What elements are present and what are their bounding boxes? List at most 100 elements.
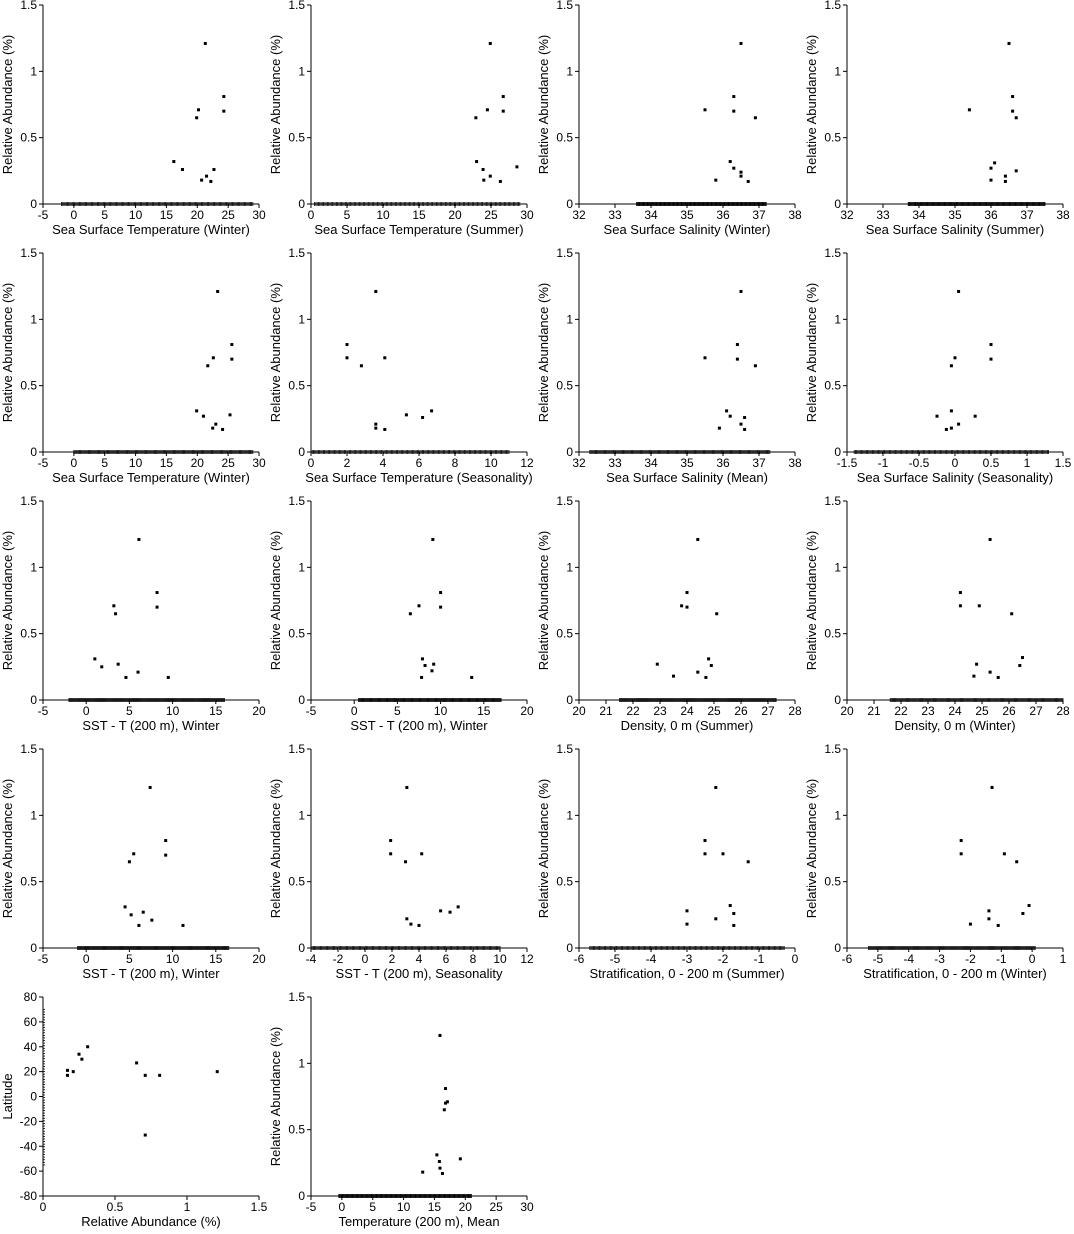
- y-tick-label: 1.5: [20, 0, 37, 12]
- y-tick-label: 1.5: [20, 246, 37, 260]
- y-tick-label: 0: [30, 941, 37, 955]
- x-tick-label: 20: [252, 704, 266, 718]
- y-axis-label: Latitude: [0, 1073, 15, 1119]
- data-point: [470, 675, 474, 679]
- x-tick-label: -4: [306, 952, 317, 966]
- data-point: [968, 922, 972, 926]
- data-point: [707, 657, 711, 661]
- data-point: [703, 852, 707, 856]
- y-tick-label: -40: [20, 1139, 38, 1153]
- y-tick-label: 1.5: [20, 494, 37, 508]
- data-point: [728, 904, 732, 908]
- data-point: [431, 537, 435, 541]
- x-tick-label: 20: [191, 456, 205, 470]
- x-tick-label: 5: [126, 952, 133, 966]
- data-point: [746, 860, 750, 864]
- y-axis-label: Relative Abundance (%): [536, 531, 551, 670]
- x-tick-label: 35: [680, 208, 694, 222]
- x-tick-label: 25: [707, 704, 721, 718]
- x-tick-label: 8: [470, 952, 477, 966]
- data-point: [155, 605, 159, 609]
- y-tick-label: 0.5: [288, 379, 305, 393]
- data-point: [345, 343, 349, 347]
- x-axis-label: Density, 0 m (Winter): [894, 718, 1015, 733]
- x-tick-label: -5: [306, 1200, 317, 1214]
- data-point: [715, 612, 719, 616]
- data-point: [498, 179, 502, 183]
- data-point: [488, 174, 492, 178]
- x-tick-label: 0: [71, 208, 78, 222]
- y-tick-label: 0.5: [556, 379, 573, 393]
- data-point: [209, 179, 213, 183]
- x-tick-label: -3: [682, 952, 693, 966]
- data-point: [439, 909, 443, 913]
- data-point: [216, 289, 220, 293]
- x-tick-label: 30: [252, 456, 266, 470]
- x-tick-label: 5: [101, 456, 108, 470]
- y-tick-label: 1: [834, 808, 841, 822]
- data-point: [732, 109, 736, 113]
- y-tick-label: 0.5: [556, 131, 573, 145]
- x-tick-label: 0: [83, 704, 90, 718]
- y-tick-label: 1: [566, 64, 573, 78]
- x-axis-label: Sea Surface Temperature (Summer): [314, 222, 523, 237]
- x-tick-label: 25: [484, 208, 498, 222]
- x-tick-label: 30: [520, 208, 534, 222]
- data-point: [515, 165, 519, 169]
- data-point: [696, 670, 700, 674]
- data-point: [345, 356, 349, 360]
- data-point: [404, 413, 408, 417]
- x-tick-label: 25: [489, 1200, 503, 1214]
- data-point: [709, 664, 713, 668]
- x-tick-label: 27: [1029, 704, 1043, 718]
- data-point: [988, 670, 992, 674]
- data-point: [389, 839, 393, 843]
- data-point: [725, 409, 729, 413]
- data-point: [475, 160, 479, 164]
- x-tick-label: 1.5: [1055, 456, 1072, 470]
- data-point: [1011, 95, 1015, 99]
- x-tick-label: 33: [608, 456, 622, 470]
- data-point: [374, 422, 378, 426]
- x-tick-label: 34: [644, 456, 658, 470]
- x-tick-label: 0: [40, 1200, 47, 1214]
- data-point: [124, 675, 128, 679]
- y-tick-label: 1: [834, 312, 841, 326]
- data-point: [672, 674, 675, 678]
- data-point: [474, 116, 478, 120]
- data-point: [439, 605, 443, 609]
- y-axis-label: Relative Abundance (%): [268, 283, 283, 422]
- x-tick-label: 28: [788, 704, 802, 718]
- data-point: [421, 416, 425, 420]
- x-tick-label: 2: [389, 952, 396, 966]
- data-point: [444, 1087, 448, 1091]
- data-point: [482, 178, 486, 182]
- data-point: [405, 785, 409, 789]
- y-axis-label: Relative Abundance (%): [536, 779, 551, 918]
- data-point: [1015, 860, 1019, 864]
- data-point: [989, 166, 993, 170]
- x-tick-label: 20: [840, 704, 854, 718]
- x-tick-label: 5: [101, 208, 108, 222]
- data-point: [127, 860, 131, 864]
- x-tick-label: 20: [252, 952, 266, 966]
- data-point: [680, 604, 684, 608]
- y-tick-label: 1: [566, 808, 573, 822]
- data-point: [417, 923, 421, 927]
- data-point: [135, 1061, 139, 1065]
- data-point: [953, 356, 957, 360]
- y-tick-label: 0.5: [288, 1123, 305, 1137]
- data-point: [1011, 109, 1015, 113]
- y-tick-label: 1.5: [556, 0, 573, 12]
- data-point: [222, 95, 226, 99]
- x-tick-label: -4: [646, 952, 657, 966]
- data-point: [197, 108, 201, 112]
- data-point: [141, 910, 145, 914]
- x-tick-label: 15: [428, 1200, 442, 1214]
- x-tick-label: 10: [129, 456, 143, 470]
- x-axis-label: Sea Surface Temperature (Winter): [52, 222, 250, 237]
- x-tick-label: 32: [572, 208, 586, 222]
- data-point: [988, 537, 992, 541]
